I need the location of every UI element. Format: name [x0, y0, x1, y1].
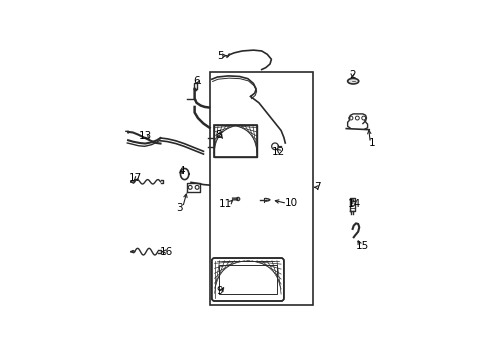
Text: 8: 8 [215, 130, 222, 140]
Text: 16: 16 [159, 247, 172, 257]
Text: 5: 5 [216, 51, 223, 61]
Text: 7: 7 [314, 183, 320, 192]
Bar [214, 125, 257, 157]
Text: 4: 4 [178, 166, 184, 176]
Text: 12: 12 [271, 147, 285, 157]
Text: 1: 1 [368, 138, 375, 148]
Text: 2: 2 [348, 70, 355, 80]
Text: 9: 9 [216, 286, 223, 296]
Text: 3: 3 [176, 203, 183, 213]
FancyBboxPatch shape [211, 258, 284, 301]
Bar [210, 72, 312, 305]
Text: 14: 14 [347, 199, 361, 209]
Ellipse shape [347, 78, 358, 84]
Text: 17: 17 [129, 173, 142, 183]
Text: 11: 11 [219, 199, 232, 209]
Bar [218, 265, 276, 294]
Text: 6: 6 [193, 76, 200, 86]
Bar [214, 125, 257, 157]
Text: 10: 10 [285, 198, 298, 208]
Text: 15: 15 [355, 241, 368, 251]
Text: 13: 13 [139, 131, 152, 141]
